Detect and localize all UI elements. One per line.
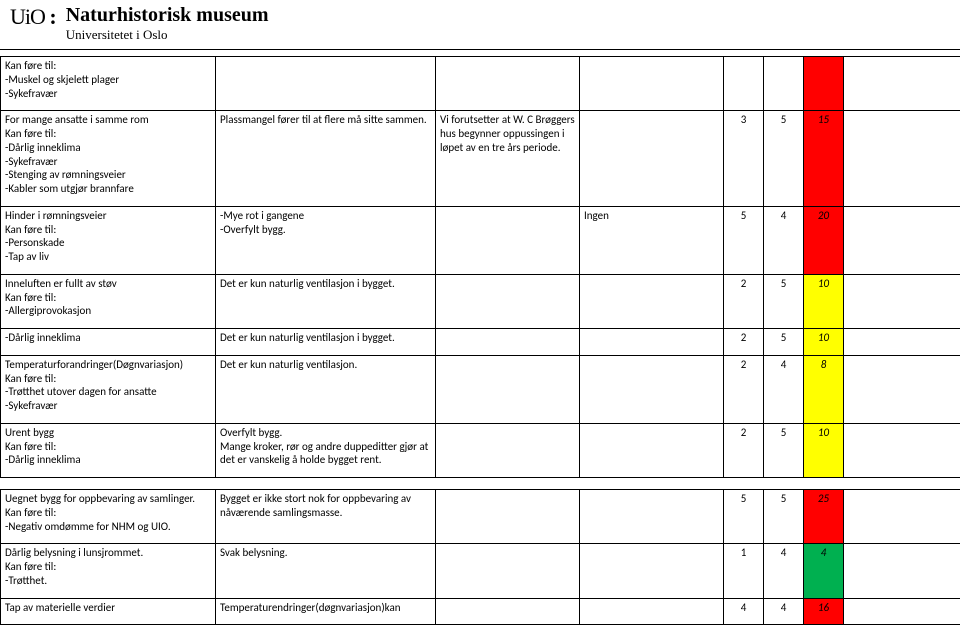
cell-prob: 5 bbox=[724, 206, 764, 274]
cell-cons: 5 bbox=[764, 423, 804, 477]
cell-blank bbox=[844, 274, 960, 328]
cell-blank bbox=[844, 490, 960, 544]
cell-prob: 3 bbox=[724, 111, 764, 207]
cell-description: Inneluften er fullt av støv Kan føre til… bbox=[1, 274, 216, 328]
cell-prob: 2 bbox=[724, 355, 764, 423]
cell-status bbox=[580, 274, 724, 328]
cell-cause bbox=[216, 57, 436, 111]
cell-prob bbox=[724, 57, 764, 111]
page-header: UiO : Naturhistorisk museum Universitete… bbox=[0, 0, 960, 50]
cell-description: For mange ansatte i samme rom Kan føre t… bbox=[1, 111, 216, 207]
cell-measure bbox=[436, 355, 580, 423]
cell-blank bbox=[844, 329, 960, 356]
cell-measure bbox=[436, 490, 580, 544]
cell-blank bbox=[844, 57, 960, 111]
uio-logo: UiO : bbox=[10, 4, 56, 30]
cell-prob: 4 bbox=[724, 598, 764, 625]
cell-cons: 5 bbox=[764, 490, 804, 544]
cell-measure bbox=[436, 598, 580, 625]
cell-cons: 4 bbox=[764, 598, 804, 625]
risk-table: Kan føre til: -Muskel og skjelett plager… bbox=[0, 56, 960, 625]
cell-status bbox=[580, 111, 724, 207]
cell-description: Temperaturforandringer(Døgnvariasjon) Ka… bbox=[1, 355, 216, 423]
cell-blank bbox=[844, 598, 960, 625]
cell-risk: 25 bbox=[804, 490, 844, 544]
table-row: Urent bygg Kan føre til: -Dårlig innekli… bbox=[1, 423, 960, 477]
cell-risk: 15 bbox=[804, 111, 844, 207]
cell-measure bbox=[436, 329, 580, 356]
cell-cause: Plassmangel fører til at flere må sitte … bbox=[216, 111, 436, 207]
table-row: -Dårlig inneklimaDet er kun naturlig ven… bbox=[1, 329, 960, 356]
cell-description: Hinder i rømningsveier Kan føre til: -Pe… bbox=[1, 206, 216, 274]
cell-status bbox=[580, 423, 724, 477]
cell-measure bbox=[436, 274, 580, 328]
cell-blank bbox=[844, 423, 960, 477]
cell-cons: 4 bbox=[764, 355, 804, 423]
cell-blank bbox=[844, 355, 960, 423]
cell-risk: 10 bbox=[804, 423, 844, 477]
cell-cause: Det er kun naturlig ventilasjon. bbox=[216, 355, 436, 423]
cell-cause: -Mye rot i gangene -Overfylt bygg. bbox=[216, 206, 436, 274]
cell-measure bbox=[436, 206, 580, 274]
cell-cons: 5 bbox=[764, 329, 804, 356]
cell-risk: 8 bbox=[804, 355, 844, 423]
header-title: Naturhistorisk museum bbox=[66, 4, 269, 27]
cell-cause: Overfylt bygg. Mange kroker, rør og andr… bbox=[216, 423, 436, 477]
table-row: Hinder i rømningsveier Kan føre til: -Pe… bbox=[1, 206, 960, 274]
cell-risk: 4 bbox=[804, 544, 844, 598]
cell-cause: Svak belysning. bbox=[216, 544, 436, 598]
cell-cons: 4 bbox=[764, 544, 804, 598]
cell-risk: 10 bbox=[804, 274, 844, 328]
cell-status bbox=[580, 490, 724, 544]
cell-measure bbox=[436, 57, 580, 111]
cell-status bbox=[580, 544, 724, 598]
cell-status bbox=[580, 57, 724, 111]
table-row: Uegnet bygg for oppbevaring av samlinger… bbox=[1, 490, 960, 544]
cell-prob: 2 bbox=[724, 423, 764, 477]
cell-description: Urent bygg Kan føre til: -Dårlig innekli… bbox=[1, 423, 216, 477]
cell-cause: Det er kun naturlig ventilasjon i bygget… bbox=[216, 274, 436, 328]
cell-description: -Dårlig inneklima bbox=[1, 329, 216, 356]
table-row: Dårlig belysning i lunsjrommet. Kan føre… bbox=[1, 544, 960, 598]
table-row: Tap av materielle verdierTemperaturendri… bbox=[1, 598, 960, 625]
cell-description: Uegnet bygg for oppbevaring av samlinger… bbox=[1, 490, 216, 544]
cell-measure bbox=[436, 544, 580, 598]
cell-risk: 20 bbox=[804, 206, 844, 274]
cell-prob: 2 bbox=[724, 329, 764, 356]
cell-status bbox=[580, 329, 724, 356]
cell-prob: 1 bbox=[724, 544, 764, 598]
cell-status: Ingen bbox=[580, 206, 724, 274]
header-subtitle: Universitetet i Oslo bbox=[66, 27, 269, 43]
cell-cause: Temperaturendringer(døgnvariasjon)kan bbox=[216, 598, 436, 625]
cell-cause: Bygget er ikke stort nok for oppbevaring… bbox=[216, 490, 436, 544]
table-row: Inneluften er fullt av støv Kan føre til… bbox=[1, 274, 960, 328]
table-row: For mange ansatte i samme rom Kan føre t… bbox=[1, 111, 960, 207]
cell-blank bbox=[844, 544, 960, 598]
cell-cons bbox=[764, 57, 804, 111]
cell-status bbox=[580, 598, 724, 625]
cell-risk: 10 bbox=[804, 329, 844, 356]
cell-blank bbox=[844, 206, 960, 274]
table-row: Kan føre til: -Muskel og skjelett plager… bbox=[1, 57, 960, 111]
cell-description: Kan føre til: -Muskel og skjelett plager… bbox=[1, 57, 216, 111]
cell-blank bbox=[844, 111, 960, 207]
cell-prob: 2 bbox=[724, 274, 764, 328]
cell-cons: 5 bbox=[764, 111, 804, 207]
cell-risk bbox=[804, 57, 844, 111]
cell-status bbox=[580, 355, 724, 423]
cell-description: Dårlig belysning i lunsjrommet. Kan føre… bbox=[1, 544, 216, 598]
cell-cause: Det er kun naturlig ventilasjon i bygget… bbox=[216, 329, 436, 356]
cell-risk: 16 bbox=[804, 598, 844, 625]
cell-prob: 5 bbox=[724, 490, 764, 544]
cell-measure bbox=[436, 423, 580, 477]
table-row: Temperaturforandringer(Døgnvariasjon) Ka… bbox=[1, 355, 960, 423]
cell-measure: Vi forutsetter at W. C Brøggers hus begy… bbox=[436, 111, 580, 207]
cell-cons: 5 bbox=[764, 274, 804, 328]
cell-cons: 4 bbox=[764, 206, 804, 274]
spacer-row bbox=[1, 478, 960, 490]
cell-description: Tap av materielle verdier bbox=[1, 598, 216, 625]
